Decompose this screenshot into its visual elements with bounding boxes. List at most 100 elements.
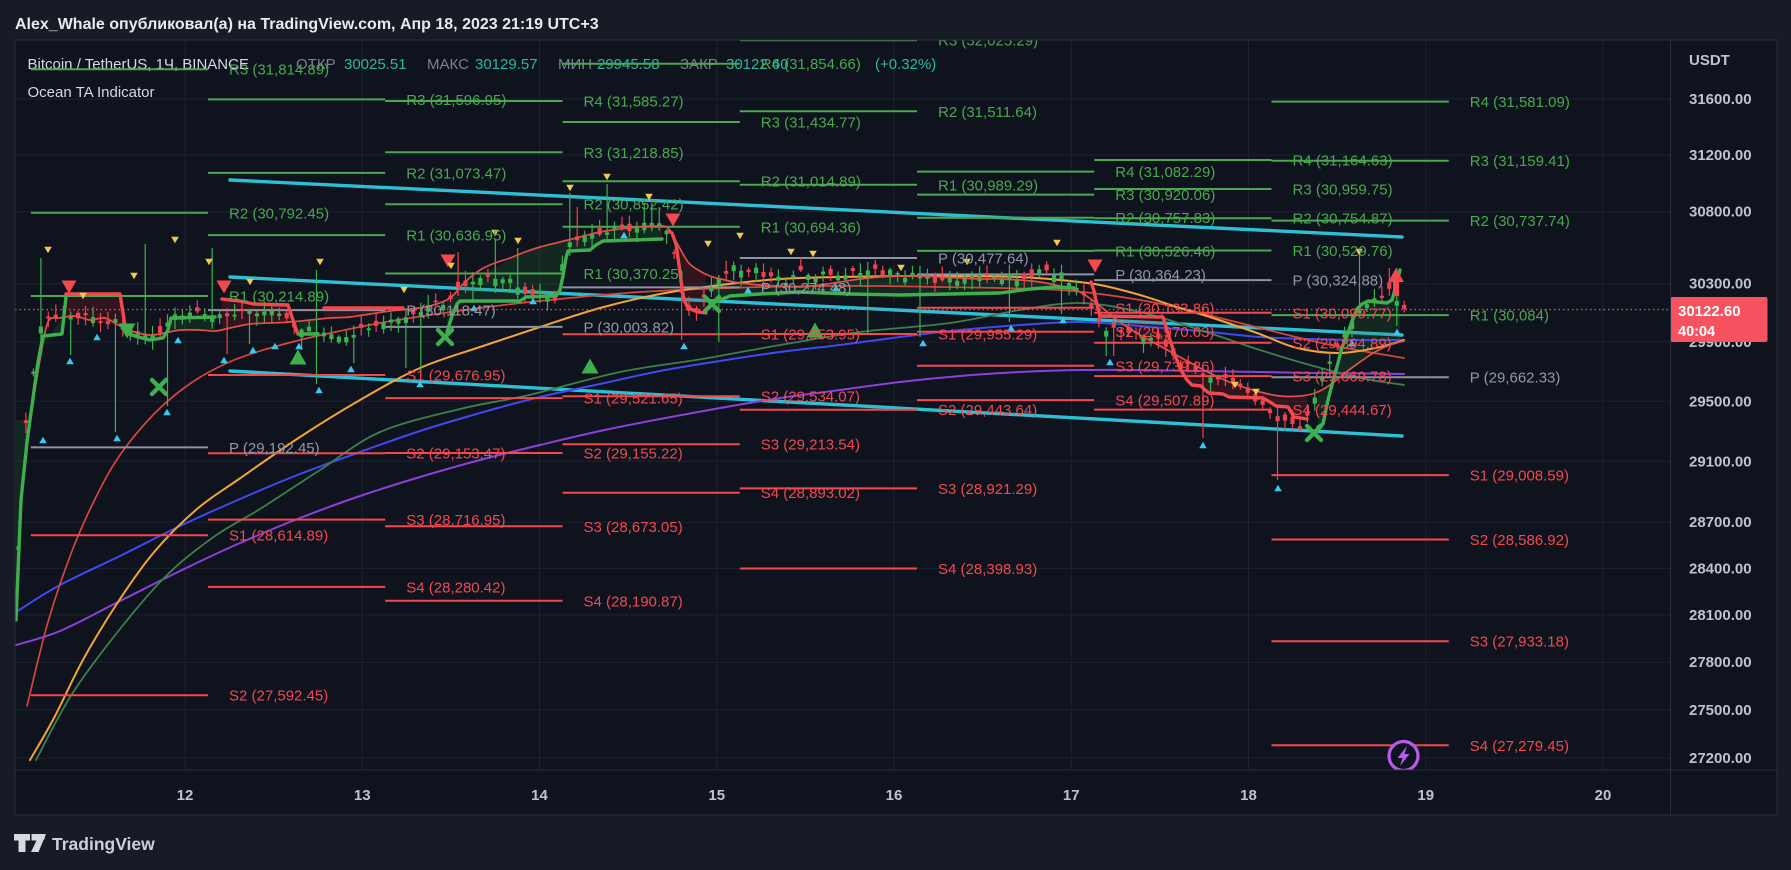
svg-text:(+0.32%): (+0.32%) — [875, 56, 936, 73]
svg-text:R3 (31,218.85): R3 (31,218.85) — [584, 145, 684, 162]
svg-text:30300.00: 30300.00 — [1689, 276, 1752, 293]
svg-text:28400.00: 28400.00 — [1689, 560, 1752, 577]
svg-text:R2 (30,852.42): R2 (30,852.42) — [584, 197, 684, 214]
svg-text:S4 (28,893.02): S4 (28,893.02) — [761, 485, 860, 502]
svg-text:P (30,477.64): P (30,477.64) — [938, 250, 1029, 267]
svg-text:R1 (30,636.95): R1 (30,636.95) — [406, 228, 506, 245]
svg-text:S1 (29,955.29): S1 (29,955.29) — [938, 326, 1037, 343]
svg-text:P (30,003.82): P (30,003.82) — [584, 319, 675, 336]
svg-text:R2 (31,073.47): R2 (31,073.47) — [406, 165, 506, 182]
svg-text:27800.00: 27800.00 — [1689, 654, 1752, 671]
svg-text:S4 (29,507.89): S4 (29,507.89) — [1115, 393, 1214, 410]
svg-text:30122.60: 30122.60 — [1678, 303, 1741, 320]
svg-text:R4 (31,585.27): R4 (31,585.27) — [584, 94, 684, 111]
svg-text:S2 (27,592.45): S2 (27,592.45) — [229, 688, 328, 705]
svg-text:R2 (30,754.87): R2 (30,754.87) — [1293, 211, 1393, 228]
svg-text:R2 (30,737.74): R2 (30,737.74) — [1470, 213, 1570, 230]
svg-text:S3 (29,739.26): S3 (29,739.26) — [1115, 358, 1214, 375]
svg-text:R1 (30,526.46): R1 (30,526.46) — [1115, 243, 1215, 260]
svg-text:27500.00: 27500.00 — [1689, 702, 1752, 719]
svg-text:31200.00: 31200.00 — [1689, 147, 1752, 164]
svg-text:R3 (30,959.75): R3 (30,959.75) — [1293, 181, 1393, 198]
svg-text:R1 (30,694.36): R1 (30,694.36) — [761, 219, 861, 236]
svg-text:S1 (29,953.95): S1 (29,953.95) — [761, 327, 860, 344]
svg-text:S3 (29,213.54): S3 (29,213.54) — [761, 437, 860, 454]
svg-text:Ocean TA Indicator: Ocean TA Indicator — [28, 84, 155, 101]
svg-text:S4 (29,444.67): S4 (29,444.67) — [1293, 402, 1392, 419]
svg-text:R1 (30,084): R1 (30,084) — [1470, 308, 1549, 325]
svg-text:S1 (29,008.59): S1 (29,008.59) — [1470, 468, 1569, 485]
svg-text:R1 (30,529.76): R1 (30,529.76) — [1293, 243, 1393, 260]
svg-text:R4 (31,082.29): R4 (31,082.29) — [1115, 164, 1215, 181]
svg-text:R1 (30,989.29): R1 (30,989.29) — [938, 177, 1038, 194]
svg-text:S1 (29,521.65): S1 (29,521.65) — [584, 391, 683, 408]
svg-text:S2 (29,443.64): S2 (29,443.64) — [938, 402, 1037, 419]
svg-text:R2 (31,511.64): R2 (31,511.64) — [938, 104, 1037, 121]
svg-text:R3 (31,159.41): R3 (31,159.41) — [1470, 153, 1570, 170]
svg-text:S4 (27,279.45): S4 (27,279.45) — [1470, 738, 1569, 755]
svg-text:31600.00: 31600.00 — [1689, 91, 1752, 108]
svg-text:ОТКР: ОТКР — [296, 56, 336, 73]
svg-text:S2 (29,894.89): S2 (29,894.89) — [1293, 335, 1392, 352]
svg-text:19: 19 — [1417, 787, 1434, 804]
svg-text:S2 (29,534.07): S2 (29,534.07) — [761, 389, 860, 406]
svg-text:S3 (28,716.95): S3 (28,716.95) — [406, 512, 505, 529]
svg-text:P (29,192.45): P (29,192.45) — [229, 440, 320, 457]
svg-text:S4 (28,280.42): S4 (28,280.42) — [406, 579, 505, 596]
svg-text:R4 (31,581.09): R4 (31,581.09) — [1470, 94, 1570, 111]
svg-text:30122.60: 30122.60 — [726, 56, 789, 73]
svg-text:Bitcoin / TetherUS, 1Ч, BINANC: Bitcoin / TetherUS, 1Ч, BINANCE — [28, 56, 249, 73]
svg-text:28700.00: 28700.00 — [1689, 514, 1752, 531]
svg-text:R3 (31,434.77): R3 (31,434.77) — [761, 115, 861, 132]
svg-text:P (29,662.33): P (29,662.33) — [1470, 370, 1561, 387]
svg-text:27200.00: 27200.00 — [1689, 750, 1752, 767]
svg-text:USDT: USDT — [1689, 52, 1730, 69]
svg-text:30025.51: 30025.51 — [344, 56, 407, 73]
svg-text:R2 (30,757.83): R2 (30,757.83) — [1115, 210, 1215, 227]
svg-text:20: 20 — [1595, 787, 1612, 804]
svg-text:S3 (27,933.18): S3 (27,933.18) — [1470, 634, 1569, 651]
svg-text:S3 (29,669.78): S3 (29,669.78) — [1293, 369, 1392, 386]
svg-text:P (30,118.47): P (30,118.47) — [406, 303, 496, 320]
svg-text:R4 (31,164.63): R4 (31,164.63) — [1293, 152, 1393, 169]
svg-text:18: 18 — [1240, 787, 1257, 804]
svg-text:S2 (29,155.22): S2 (29,155.22) — [584, 445, 683, 462]
svg-text:МАКС: МАКС — [427, 56, 469, 73]
svg-text:R2 (31,014.89): R2 (31,014.89) — [761, 174, 861, 191]
svg-text:S2 (29,153.47): S2 (29,153.47) — [406, 446, 505, 463]
svg-text:R3 (32,025.29): R3 (32,025.29) — [938, 33, 1038, 50]
svg-text:S2 (29,970.63): S2 (29,970.63) — [1115, 324, 1214, 341]
svg-text:P (30,274.48): P (30,274.48) — [761, 280, 852, 297]
svg-text:S2 (28,586.92): S2 (28,586.92) — [1470, 532, 1569, 549]
svg-text:S3 (28,921.29): S3 (28,921.29) — [938, 481, 1037, 498]
svg-text:R4 (31,854.66): R4 (31,854.66) — [761, 56, 861, 73]
svg-text:15: 15 — [708, 787, 725, 804]
svg-text:14: 14 — [531, 787, 548, 804]
svg-text:R3 (31,596.95): R3 (31,596.95) — [406, 92, 506, 109]
svg-text:R1 (30,370.25): R1 (30,370.25) — [584, 266, 684, 283]
svg-text:R3 (30,920.06): R3 (30,920.06) — [1115, 187, 1215, 204]
svg-text:29100.00: 29100.00 — [1689, 453, 1752, 470]
svg-text:P (30,364.23): P (30,364.23) — [1115, 267, 1206, 284]
svg-text:13: 13 — [354, 787, 371, 804]
svg-text:S1 (30,133.86): S1 (30,133.86) — [1115, 300, 1214, 317]
svg-text:12: 12 — [177, 787, 194, 804]
svg-text:S4 (28,398.93): S4 (28,398.93) — [938, 561, 1037, 578]
svg-text:R1 (30,214.89): R1 (30,214.89) — [229, 289, 329, 306]
svg-text:40:04: 40:04 — [1678, 324, 1715, 340]
svg-text:16: 16 — [886, 787, 903, 804]
svg-text:R2 (30,792.45): R2 (30,792.45) — [229, 205, 329, 222]
svg-text:30800.00: 30800.00 — [1689, 204, 1752, 221]
svg-text:S1 (30,099.77): S1 (30,099.77) — [1293, 305, 1392, 322]
svg-text:29500.00: 29500.00 — [1689, 393, 1752, 410]
svg-text:30129.57: 30129.57 — [475, 56, 538, 73]
svg-text:S1 (28,614.89): S1 (28,614.89) — [229, 528, 328, 545]
svg-text:17: 17 — [1063, 787, 1080, 804]
svg-text:P (30,324.88): P (30,324.88) — [1293, 273, 1384, 290]
svg-text:R3 (31,814.89): R3 (31,814.89) — [229, 62, 329, 79]
svg-text:S4 (28,190.87): S4 (28,190.87) — [584, 593, 683, 610]
svg-text:TradingView: TradingView — [52, 834, 155, 854]
svg-text:Alex_Whale опубликовал(а) на T: Alex_Whale опубликовал(а) на TradingView… — [15, 16, 599, 33]
svg-text:S1 (29,676.95): S1 (29,676.95) — [406, 368, 505, 385]
svg-text:28100.00: 28100.00 — [1689, 607, 1752, 624]
